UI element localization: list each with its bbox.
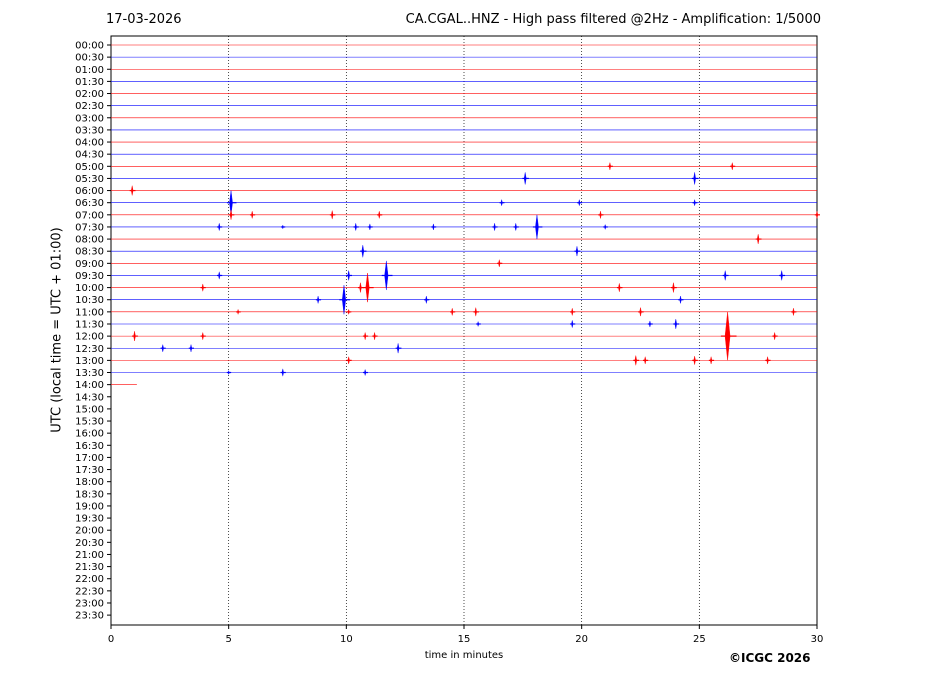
copyright: ©ICGC 2026 bbox=[729, 651, 811, 665]
y-tick-label: 02:30 bbox=[75, 101, 104, 112]
y-tick-label: 13:30 bbox=[75, 368, 104, 379]
y-tick-label: 09:30 bbox=[75, 271, 104, 282]
x-tick-label: 5 bbox=[225, 634, 231, 645]
chart-date: 17-03-2026 bbox=[106, 12, 182, 27]
y-tick-label: 00:30 bbox=[75, 53, 104, 64]
y-axis-label: UTC (local time = UTC + 01:00) bbox=[49, 227, 65, 433]
x-tick-label: 20 bbox=[575, 634, 588, 645]
y-tick-label: 18:00 bbox=[75, 477, 104, 488]
y-tick-label: 04:30 bbox=[75, 150, 104, 161]
y-tick-label: 14:00 bbox=[75, 380, 104, 391]
x-tick-label: 30 bbox=[811, 634, 824, 645]
y-tick-label: 01:30 bbox=[75, 77, 104, 88]
y-tick-label: 14:30 bbox=[75, 392, 104, 403]
y-tick-label: 06:00 bbox=[75, 186, 104, 197]
y-tick-label: 07:00 bbox=[75, 210, 104, 221]
y-tick-label: 09:00 bbox=[75, 259, 104, 270]
y-tick-label: 19:30 bbox=[75, 514, 104, 525]
x-tick-label: 0 bbox=[108, 634, 114, 645]
y-tick-label: 16:30 bbox=[75, 441, 104, 452]
y-tick-label: 01:00 bbox=[75, 65, 104, 76]
x-axis: 0 5 10 15 20 25 30 bbox=[108, 625, 824, 645]
y-tick-label: 08:30 bbox=[75, 247, 104, 258]
y-tick-label: 03:30 bbox=[75, 125, 104, 136]
y-tick-label: 12:30 bbox=[75, 344, 104, 355]
y-tick-label: 10:00 bbox=[75, 283, 104, 294]
y-tick-label: 17:00 bbox=[75, 453, 104, 464]
y-tick-label: 04:00 bbox=[75, 138, 104, 149]
traces bbox=[111, 44, 820, 385]
x-tick-label: 25 bbox=[693, 634, 706, 645]
y-tick-label: 03:00 bbox=[75, 113, 104, 124]
y-tick-label: 21:00 bbox=[75, 550, 104, 561]
y-tick-label: 23:00 bbox=[75, 598, 104, 609]
y-tick-label: 05:30 bbox=[75, 174, 104, 185]
y-tick-label: 15:00 bbox=[75, 404, 104, 415]
y-tick-label: 02:00 bbox=[75, 89, 104, 100]
y-tick-label: 10:30 bbox=[75, 295, 104, 306]
y-axis: 00:0000:3001:0001:3002:0002:3003:0003:30… bbox=[75, 41, 111, 622]
y-tick-label: 19:00 bbox=[75, 501, 104, 512]
y-tick-label: 20:00 bbox=[75, 526, 104, 537]
y-tick-label: 11:30 bbox=[75, 319, 104, 330]
y-tick-label: 21:30 bbox=[75, 562, 104, 573]
y-tick-label: 08:00 bbox=[75, 235, 104, 246]
y-tick-label: 22:30 bbox=[75, 586, 104, 597]
y-tick-label: 17:30 bbox=[75, 465, 104, 476]
chart-title: CA.CGAL..HNZ - High pass filtered @2Hz -… bbox=[405, 12, 821, 27]
y-tick-label: 12:00 bbox=[75, 332, 104, 343]
y-tick-label: 07:30 bbox=[75, 222, 104, 233]
y-tick-label: 23:30 bbox=[75, 611, 104, 622]
y-tick-label: 18:30 bbox=[75, 489, 104, 500]
y-tick-label: 15:30 bbox=[75, 417, 104, 428]
y-tick-label: 00:00 bbox=[75, 41, 104, 52]
y-tick-label: 06:30 bbox=[75, 198, 104, 209]
y-tick-label: 22:00 bbox=[75, 574, 104, 585]
y-tick-label: 16:00 bbox=[75, 429, 104, 440]
y-tick-label: 13:00 bbox=[75, 356, 104, 367]
y-tick-label: 11:00 bbox=[75, 307, 104, 318]
y-tick-label: 05:00 bbox=[75, 162, 104, 173]
x-tick-label: 15 bbox=[458, 634, 471, 645]
vertical-grid bbox=[228, 36, 700, 625]
y-tick-label: 20:30 bbox=[75, 538, 104, 549]
x-tick-label: 10 bbox=[340, 634, 353, 645]
x-axis-label: time in minutes bbox=[424, 650, 504, 661]
